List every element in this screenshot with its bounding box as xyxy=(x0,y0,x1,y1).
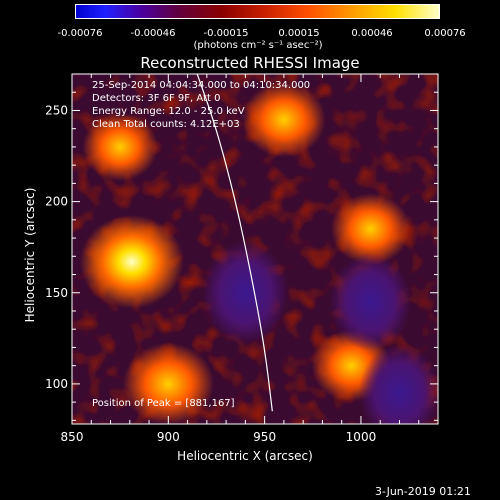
y-axis-label: Heliocentric Y (arcsec) xyxy=(23,187,37,323)
colorbar-tick: 0.00015 xyxy=(278,28,320,39)
x-tick-label: 850 xyxy=(61,430,84,444)
bright-region xyxy=(82,112,158,181)
y-tick-label: 100 xyxy=(45,377,68,391)
dark-region xyxy=(358,344,438,424)
colorbar-units: (photons cm⁻² s⁻¹ asec⁻²) xyxy=(193,40,323,51)
annotation-time-range: 25-Sep-2014 04:04:34.000 to 04:10:34.000 xyxy=(92,80,311,91)
x-tick-label: 900 xyxy=(157,430,180,444)
y-tick-label: 250 xyxy=(45,103,68,117)
bright-region xyxy=(79,214,184,309)
solar-limb xyxy=(196,74,273,412)
colorbar-tick: -0.00015 xyxy=(203,28,249,39)
timestamp: 3-Jun-2019 01:21 xyxy=(375,485,471,498)
colorbar-tick: -0.00046 xyxy=(130,28,176,39)
y-tick-label: 150 xyxy=(45,286,68,300)
bright-region xyxy=(242,82,326,158)
y-tick-label: 200 xyxy=(45,195,68,209)
annotation-energy: Energy Range: 12.0 - 25.0 keV xyxy=(92,106,245,117)
x-tick-label: 950 xyxy=(253,430,276,444)
annotation-method: Clean Total counts: 4.12E+03 xyxy=(92,119,240,130)
bright-region xyxy=(122,342,214,424)
annotation-detectors: Detectors: 3F 6F 9F, Att 0 xyxy=(92,93,221,104)
dark-region xyxy=(202,240,289,345)
chart-title: Reconstructed RHESSI Image xyxy=(140,54,360,72)
dark-region xyxy=(329,252,412,351)
bright-region xyxy=(330,193,411,265)
colorbar-tick: 0.00046 xyxy=(351,28,393,39)
axes: 850 900 950 1000 100 150 200 250 xyxy=(45,73,439,444)
heatmap-blobs xyxy=(79,82,438,424)
annotation-peak: Position of Peak = [881,167] xyxy=(92,398,235,409)
colorbar-tick: 0.00076 xyxy=(424,28,466,39)
colorbar-tick: -0.00076 xyxy=(57,28,103,39)
x-axis-label: Heliocentric X (arcsec) xyxy=(177,449,313,463)
plot-frame xyxy=(71,73,439,425)
x-tick-label: 1000 xyxy=(346,430,377,444)
colorbar xyxy=(75,4,440,19)
